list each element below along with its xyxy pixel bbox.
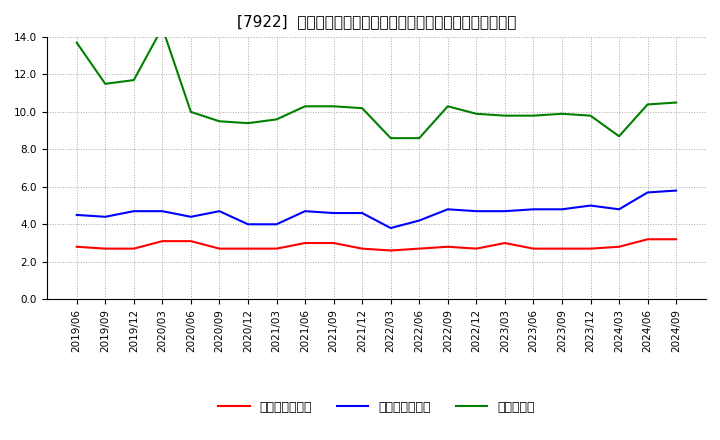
買入債務回転率: [186, 214, 195, 220]
買入債務回転率: [158, 209, 166, 214]
買入債務回転率: [672, 188, 680, 193]
買入債務回転率: [415, 218, 423, 223]
売上債権回転率: [101, 246, 109, 251]
在庫回転率: [387, 136, 395, 141]
買入債務回転率: [243, 222, 252, 227]
Line: 在庫回転率: 在庫回転率: [77, 28, 676, 138]
売上債権回転率: [329, 240, 338, 246]
売上債権回転率: [415, 246, 423, 251]
在庫回転率: [243, 121, 252, 126]
在庫回転率: [186, 109, 195, 114]
売上債権回転率: [73, 244, 81, 249]
買入債務回転率: [444, 207, 452, 212]
売上債権回転率: [444, 244, 452, 249]
売上債権回転率: [243, 246, 252, 251]
在庫回転率: [301, 104, 310, 109]
買入債務回転率: [500, 209, 509, 214]
買入債務回転率: [73, 212, 81, 217]
買入債務回転率: [472, 209, 481, 214]
在庫回転率: [500, 113, 509, 118]
在庫回転率: [444, 104, 452, 109]
買入債務回転率: [215, 209, 224, 214]
売上債権回転率: [130, 246, 138, 251]
売上債権回転率: [615, 244, 624, 249]
在庫回転率: [643, 102, 652, 107]
在庫回転率: [130, 77, 138, 83]
売上債権回転率: [586, 246, 595, 251]
買入債務回転率: [387, 225, 395, 231]
買入債務回転率: [130, 209, 138, 214]
Line: 買入債務回転率: 買入債務回転率: [77, 191, 676, 228]
買入債務回転率: [301, 209, 310, 214]
在庫回転率: [358, 106, 366, 111]
売上債権回転率: [643, 237, 652, 242]
売上債権回転率: [529, 246, 538, 251]
在庫回転率: [272, 117, 281, 122]
在庫回転率: [529, 113, 538, 118]
在庫回転率: [415, 136, 423, 141]
Line: 売上債権回転率: 売上債権回転率: [77, 239, 676, 250]
在庫回転率: [215, 119, 224, 124]
買入債務回転率: [272, 222, 281, 227]
買入債務回転率: [529, 207, 538, 212]
在庫回転率: [329, 104, 338, 109]
売上債権回転率: [215, 246, 224, 251]
在庫回転率: [558, 111, 567, 117]
買入債務回転率: [329, 210, 338, 216]
売上債権回転率: [387, 248, 395, 253]
買入債務回転率: [643, 190, 652, 195]
在庫回転率: [472, 111, 481, 117]
売上債権回転率: [158, 238, 166, 244]
買入債務回転率: [586, 203, 595, 208]
売上債権回転率: [558, 246, 567, 251]
在庫回転率: [615, 134, 624, 139]
買入債務回転率: [358, 210, 366, 216]
在庫回転率: [158, 25, 166, 30]
売上債権回転率: [301, 240, 310, 246]
売上債権回転率: [500, 240, 509, 246]
買入債務回転率: [101, 214, 109, 220]
売上債権回転率: [672, 237, 680, 242]
在庫回転率: [672, 100, 680, 105]
在庫回転率: [73, 40, 81, 45]
在庫回転率: [586, 113, 595, 118]
Title: [7922]  売上債権回転率、買入債務回転率、在庫回転率の推移: [7922] 売上債権回転率、買入債務回転率、在庫回転率の推移: [237, 14, 516, 29]
在庫回転率: [101, 81, 109, 87]
買入債務回転率: [615, 207, 624, 212]
売上債権回転率: [186, 238, 195, 244]
売上債権回転率: [472, 246, 481, 251]
Legend: 売上債権回転率, 買入債務回転率, 在庫回転率: 売上債権回転率, 買入債務回転率, 在庫回転率: [213, 396, 539, 419]
売上債権回転率: [272, 246, 281, 251]
買入債務回転率: [558, 207, 567, 212]
売上債権回転率: [358, 246, 366, 251]
